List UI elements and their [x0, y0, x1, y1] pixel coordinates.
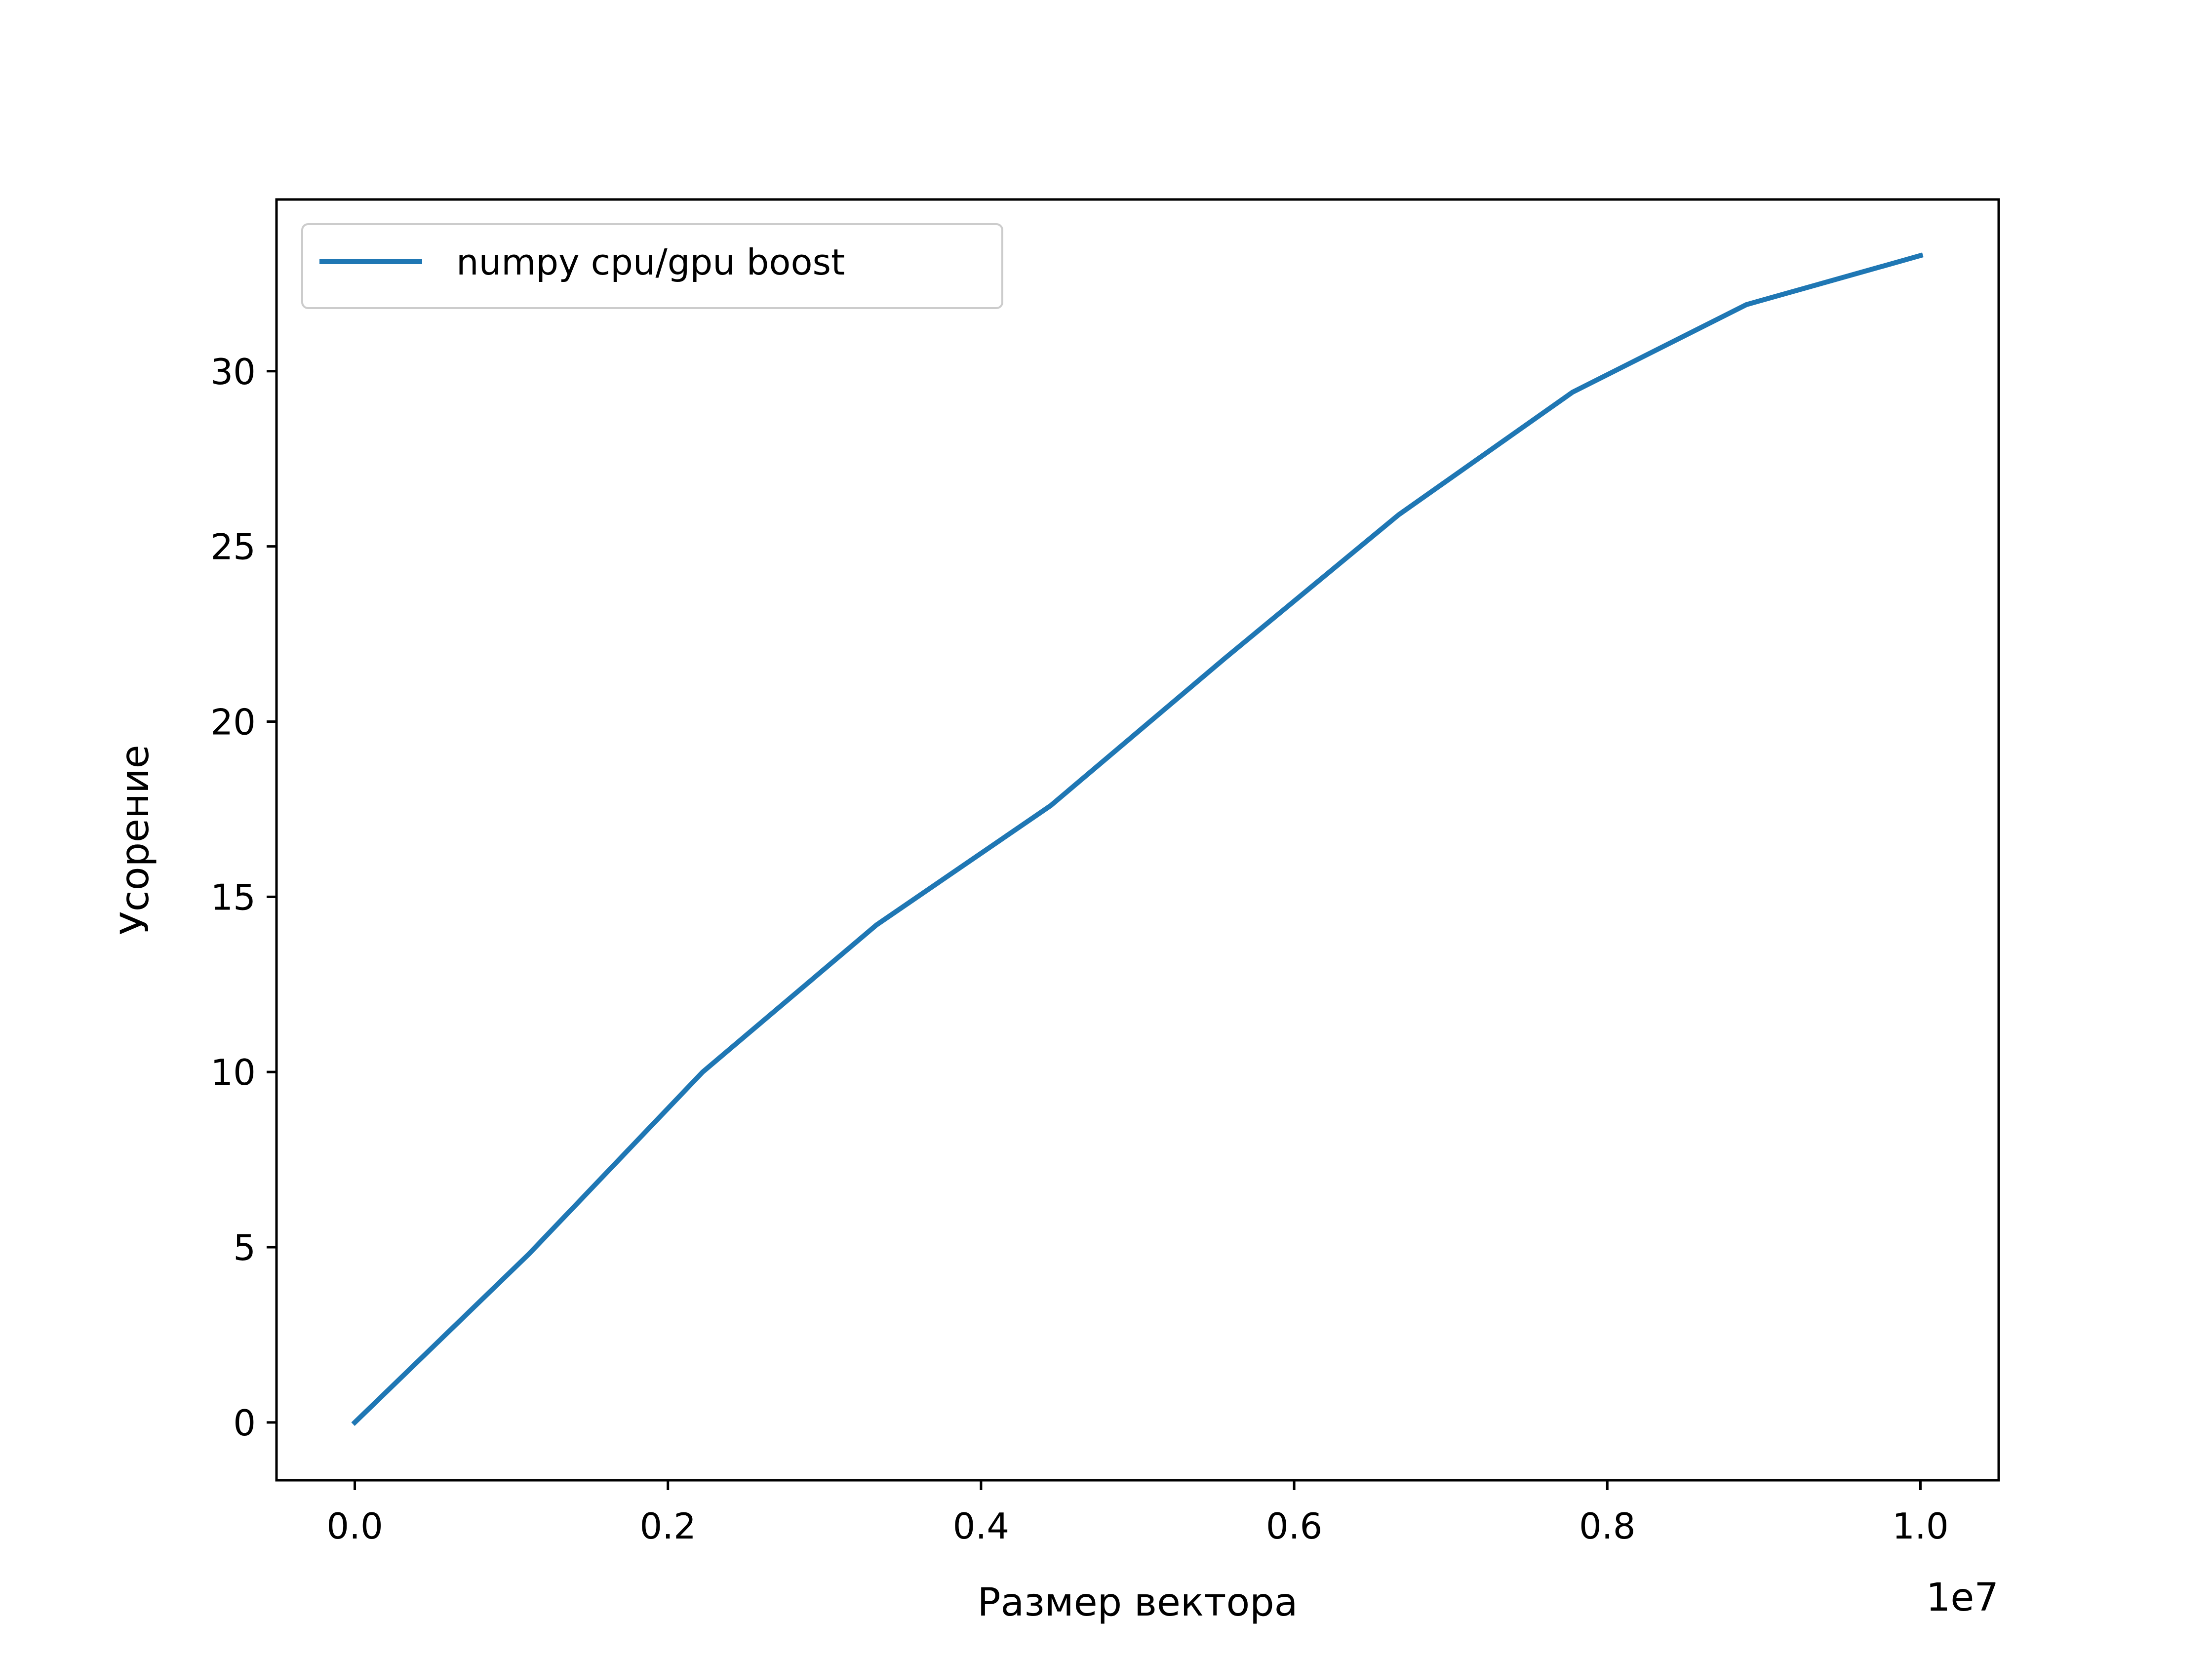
- y-ticks: 0 5 10 15 20 25 30: [210, 351, 276, 1444]
- x-tick-label: 0.8: [1579, 1505, 1636, 1547]
- x-tick-label: 0.6: [1266, 1505, 1323, 1547]
- x-tick-label: 0.4: [953, 1505, 1010, 1547]
- x-axis-label: Размер вектора: [978, 1580, 1298, 1625]
- series-line-0: [351, 252, 1924, 1426]
- y-axis-label: Усорение: [113, 745, 158, 935]
- x-tick-label: 0.0: [326, 1505, 383, 1547]
- plot-area: [276, 199, 1999, 1480]
- x-axis-offset-label: 1e7: [1926, 1576, 1999, 1620]
- y-tick-label: 25: [210, 526, 256, 568]
- legend-entry-label: numpy cpu/gpu boost: [456, 241, 845, 283]
- y-tick-label: 15: [210, 876, 256, 918]
- y-tick-label: 0: [233, 1402, 256, 1444]
- y-tick-label: 30: [210, 351, 256, 393]
- x-tick-label: 1.0: [1892, 1505, 1949, 1547]
- x-ticks: 0.0 0.2 0.4 0.6 0.8 1.0: [326, 1480, 1949, 1547]
- series-layer: [351, 252, 1924, 1426]
- y-tick-label: 10: [210, 1052, 256, 1093]
- legend: numpy cpu/gpu boost: [301, 223, 1003, 309]
- y-tick-label: 5: [233, 1227, 256, 1268]
- y-tick-label: 20: [210, 701, 256, 743]
- plot-frame: [275, 198, 2000, 1482]
- x-tick-label: 0.2: [639, 1505, 696, 1547]
- legend-box: [301, 223, 1003, 309]
